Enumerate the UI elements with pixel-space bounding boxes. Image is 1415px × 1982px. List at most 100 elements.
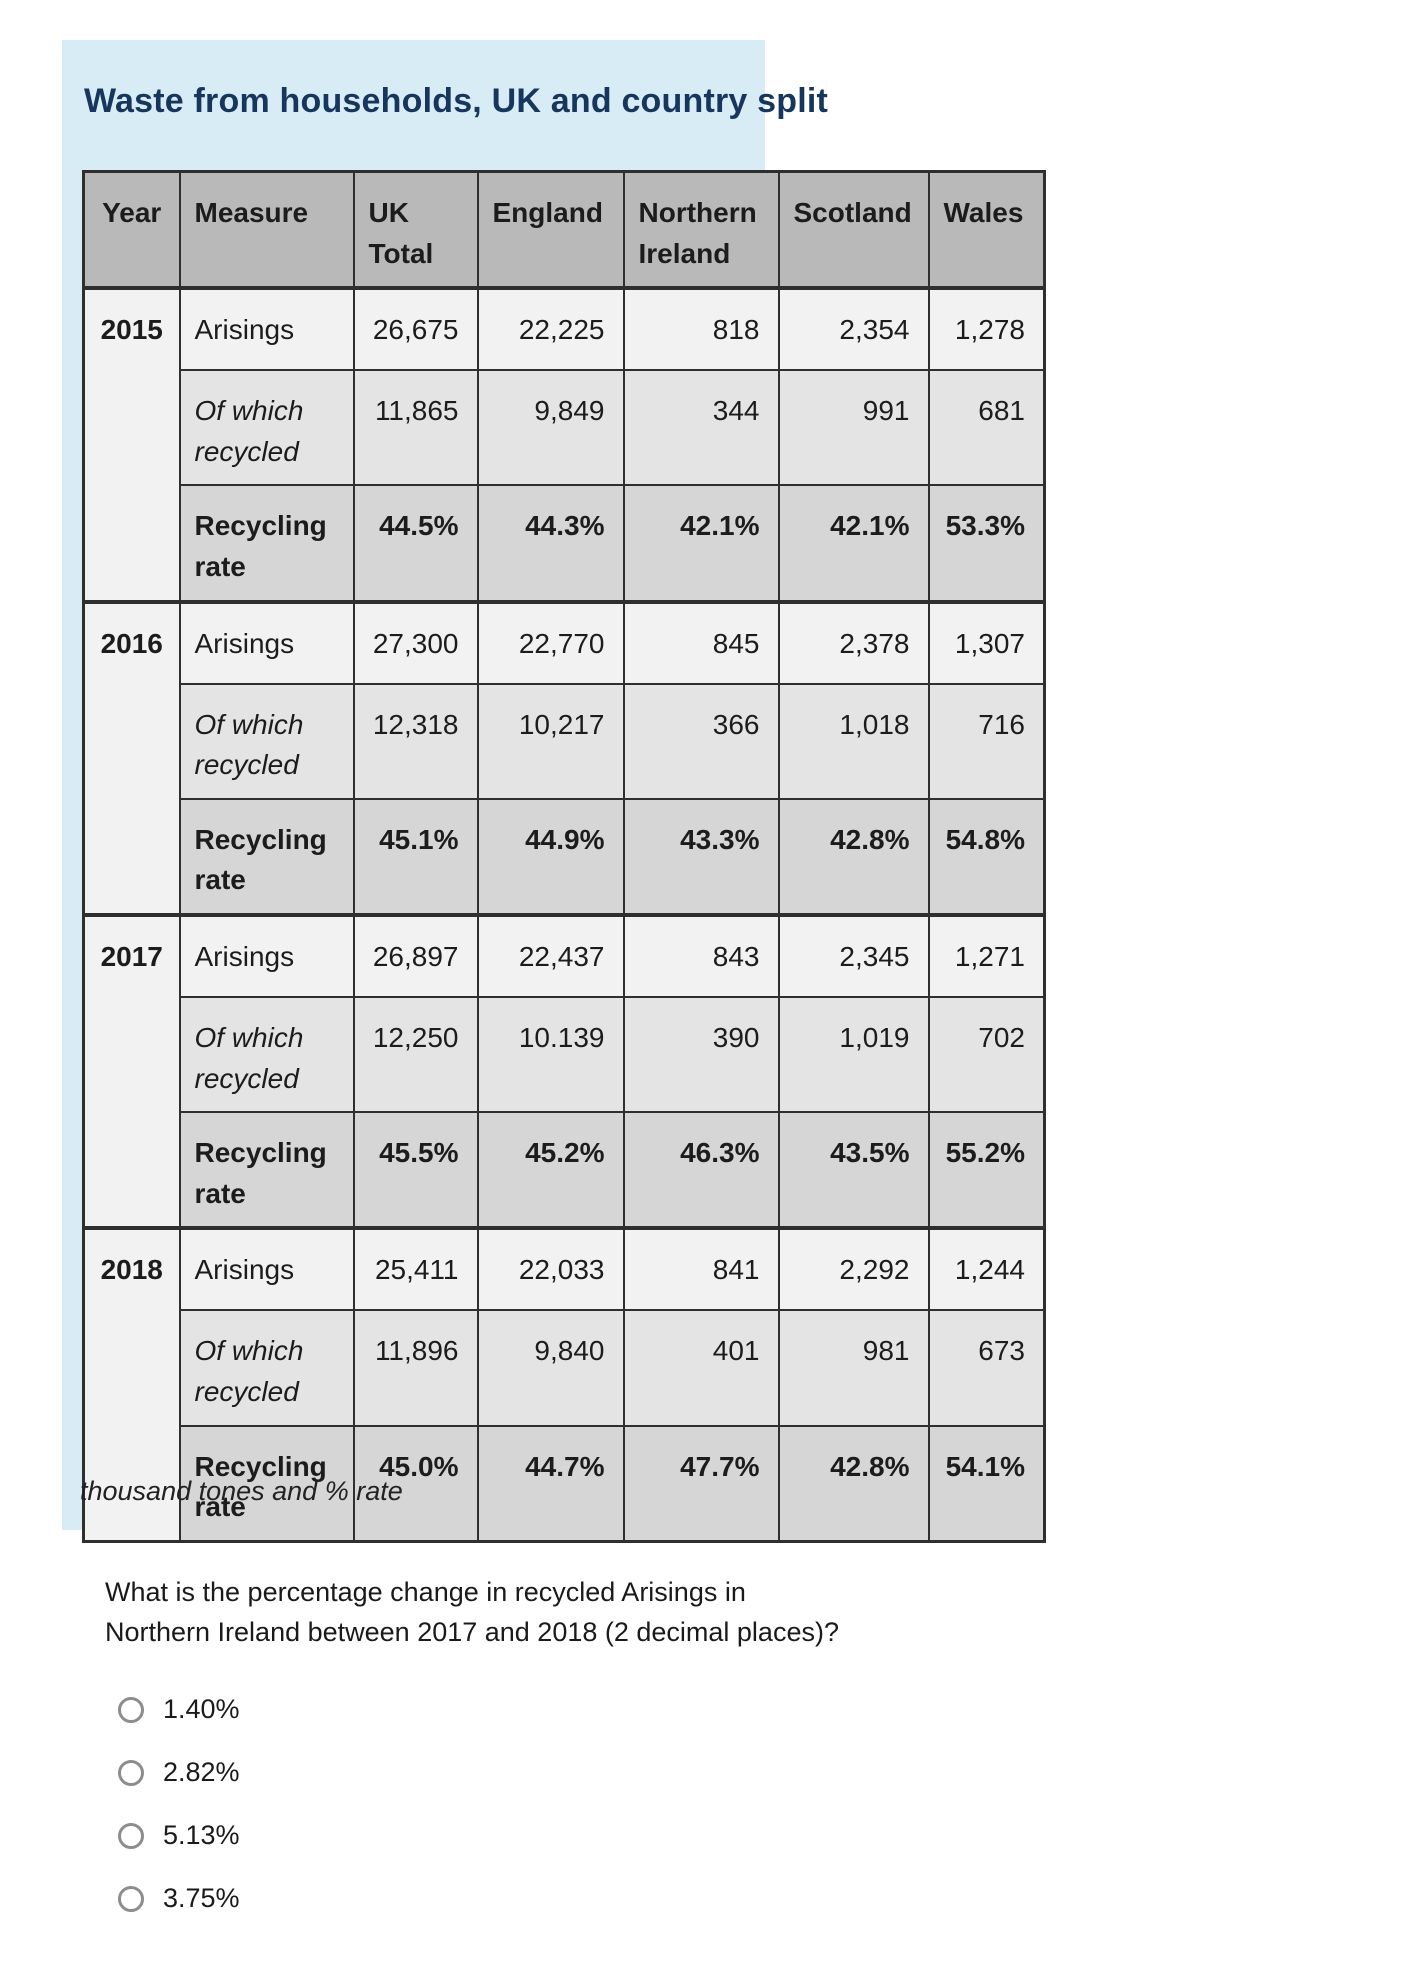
value-cell: 42.1% [777, 484, 930, 603]
value-cell: 1,278 [927, 286, 1046, 372]
value-cell: 1,018 [777, 682, 930, 800]
value-cell: 44.9% [476, 797, 625, 916]
table-row: 2015 Arisings 26,675 22,225 818 2,354 1,278 [82, 286, 1046, 603]
value-cell: 991 [777, 369, 930, 487]
value-cell: 45.2% [476, 1111, 625, 1230]
value-cell: 681 [927, 369, 1046, 487]
answer-option[interactable]: 2.82% [118, 1757, 240, 1788]
column-header: England [476, 170, 625, 291]
value-cell: 22,225 [476, 286, 625, 372]
table-row: 2017 Arisings 26,897 22,437 843 2,345 1,271 [82, 912, 1046, 1230]
value-cell: 44.5% [352, 484, 479, 603]
table-row: Recycling rate 45.1% 44.9% 43.3% 42.8% 54.8% [84, 797, 1046, 916]
table-footnote: thousand tones and % rate [80, 1476, 403, 1506]
table-row: 2018 Arisings 25,411 22,033 841 2,292 1,244 [82, 1226, 1046, 1543]
value-cell: 390 [622, 995, 780, 1114]
value-cell: 10.139 [476, 995, 625, 1114]
table-row: Of which recycled 11,896 9,840 401 981 673 [84, 1309, 1046, 1427]
measure-cell: Recycling rate [178, 1111, 355, 1230]
table-row: 2016 Arisings 27,300 22,770 845 2,378 1,307 [82, 599, 1046, 916]
column-header: UK Total [352, 170, 479, 291]
waste-table-body: 2015 Arisings 26,675 22,225 818 2,354 1,278 Of … [82, 286, 1046, 1543]
value-cell: 716 [927, 682, 1046, 800]
question-text: What is the percentage change in recycle… [105, 1572, 839, 1652]
value-cell: 981 [777, 1309, 930, 1427]
answer-option[interactable]: 5.13% [118, 1820, 240, 1851]
year-cell: 2017 [82, 912, 181, 1230]
value-cell: 401 [622, 1309, 780, 1427]
value-cell: 818 [622, 286, 780, 372]
option-label: 2.82% [163, 1757, 240, 1787]
measure-cell: Arisings [178, 599, 355, 685]
value-cell: 54.8% [927, 797, 1046, 916]
table-row: Of which recycled 12,250 10.139 390 1,019 702 [84, 995, 1046, 1114]
value-cell: 12,250 [352, 995, 479, 1114]
table-row: Recycling rate 44.5% 44.3% 42.1% 42.1% 53.3% [84, 484, 1046, 603]
value-cell: 843 [622, 912, 780, 998]
value-cell: 2,378 [777, 599, 930, 685]
value-cell: 47.7% [622, 1424, 780, 1543]
year-cell: 2018 [82, 1226, 181, 1543]
value-cell: 845 [622, 599, 780, 685]
radio-button-icon[interactable] [118, 1822, 144, 1849]
measure-cell: Recycling rate [178, 484, 355, 603]
measure-cell: Of which recycled [178, 369, 355, 487]
value-cell: 42.8% [777, 797, 930, 916]
value-cell: 673 [927, 1309, 1046, 1427]
value-cell: 366 [622, 682, 780, 800]
value-cell: 46.3% [622, 1111, 780, 1230]
value-cell: 702 [927, 995, 1046, 1114]
value-cell: 44.3% [476, 484, 625, 603]
table-row: Recycling rate 45.0% 44.7% 47.7% 42.8% 54.1% [84, 1424, 1046, 1543]
measure-cell: Of which recycled [178, 995, 355, 1114]
measure-cell: Recycling rate [178, 797, 355, 916]
measure-cell: Arisings [178, 286, 355, 372]
value-cell: 11,865 [352, 369, 479, 487]
column-header: Measure [178, 170, 355, 291]
table-row: Of which recycled 11,865 9,849 344 991 681 [84, 369, 1046, 487]
option-label: 3.75% [163, 1883, 240, 1913]
measure-cell: Of which recycled [178, 682, 355, 800]
answer-options: 1.40% 2.82% 5.13% 3.75% [118, 1694, 240, 1946]
value-cell: 42.8% [777, 1424, 930, 1543]
value-cell: 44.7% [476, 1424, 625, 1543]
measure-cell: Arisings [178, 1226, 355, 1312]
value-cell: 10,217 [476, 682, 625, 800]
column-header: Scotland [777, 170, 930, 291]
value-cell: 43.3% [622, 797, 780, 916]
value-cell: 2,292 [777, 1226, 930, 1312]
value-cell: 22,770 [476, 599, 625, 685]
option-label: 1.40% [163, 1694, 240, 1724]
value-cell: 344 [622, 369, 780, 487]
value-cell: 26,897 [352, 912, 479, 998]
column-header: Year [82, 170, 181, 291]
radio-button-icon[interactable] [118, 1759, 144, 1786]
answer-option[interactable]: 1.40% [118, 1694, 240, 1725]
year-cell: 2016 [82, 599, 181, 916]
value-cell: 55.2% [927, 1111, 1046, 1230]
answer-option[interactable]: 3.75% [118, 1883, 240, 1914]
value-cell: 45.5% [352, 1111, 479, 1230]
value-cell: 27,300 [352, 599, 479, 685]
value-cell: 22,437 [476, 912, 625, 998]
question-line-2: Northern Ireland between 2017 and 2018 (… [105, 1617, 839, 1647]
value-cell: 2,345 [777, 912, 930, 998]
value-cell: 25,411 [352, 1226, 479, 1312]
measure-cell: Recycling rate [178, 1424, 355, 1543]
value-cell: 1,019 [777, 995, 930, 1114]
waste-table: Year Measure UK Total England Northern Irela… [82, 170, 1046, 1543]
table-row: Recycling rate 45.5% 45.2% 46.3% 43.5% 55.2% [84, 1111, 1046, 1230]
measure-cell: Arisings [178, 912, 355, 998]
radio-button-icon[interactable] [118, 1885, 144, 1912]
value-cell: 12,318 [352, 682, 479, 800]
value-cell: 1,244 [927, 1226, 1046, 1312]
value-cell: 45.0% [352, 1424, 479, 1543]
option-label: 5.13% [163, 1820, 240, 1850]
value-cell: 9,840 [476, 1309, 625, 1427]
value-cell: 26,675 [352, 286, 479, 372]
radio-button-icon[interactable] [118, 1696, 144, 1723]
column-header: Wales [927, 170, 1046, 291]
question-line-1: What is the percentage change in recycle… [105, 1577, 746, 1607]
value-cell: 841 [622, 1226, 780, 1312]
